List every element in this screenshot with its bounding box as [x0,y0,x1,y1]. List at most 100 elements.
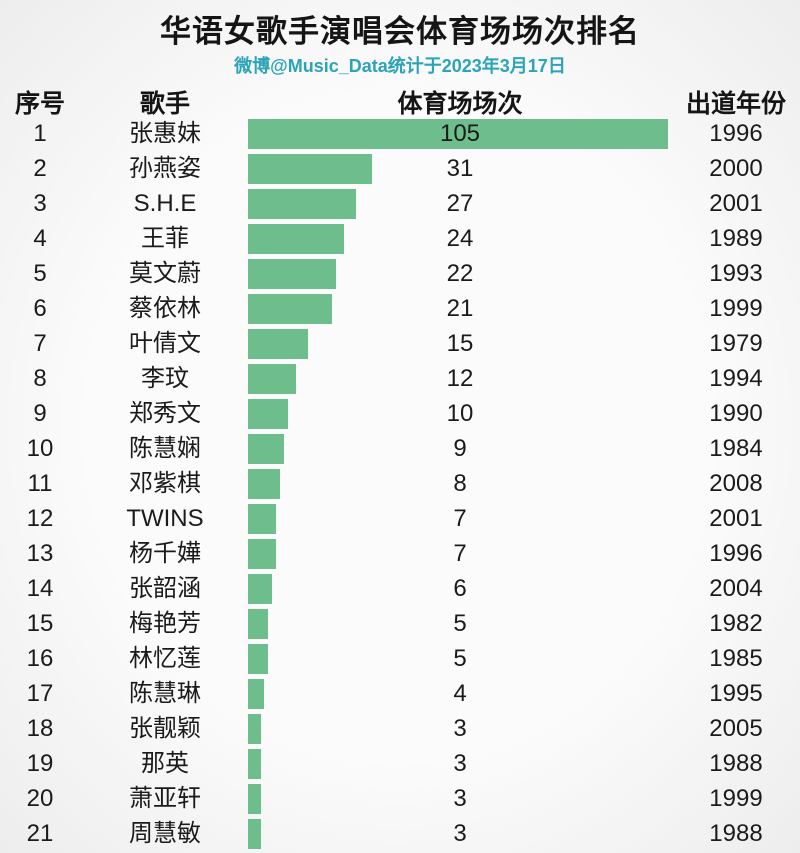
table-row: 16 林忆莲 5 1985 [0,642,800,677]
row-singer-name: 王菲 [141,225,189,252]
row-count-value: 3 [453,750,467,777]
table-row: 3 S.H.E 27 2001 [0,187,800,222]
header-rank: 序号 [14,90,65,118]
row-rank: 1 [33,120,47,147]
row-singer-name: 陈慧琳 [129,680,201,707]
row-count-value: 15 [446,330,474,357]
row-count-value: 3 [453,715,467,742]
row-rank: 3 [33,190,47,217]
row-rank: 20 [26,785,54,812]
row-debut-year: 1995 [709,680,763,707]
row-count-value: 21 [446,295,474,322]
row-count-value: 24 [446,225,474,252]
row-debut-year: 1985 [709,645,763,672]
row-rank: 13 [26,540,54,567]
table-row: 14 张韶涵 6 2004 [0,572,800,607]
table-row: 4 王菲 24 1989 [0,222,800,257]
table-row: 20 萧亚轩 3 1999 [0,782,800,817]
row-debut-year: 2001 [709,505,763,532]
count-bar [248,504,276,534]
row-singer-name: 林忆莲 [129,645,201,672]
source-subtitle: 微博@Music_Data统计于2023年3月17日 [234,56,566,76]
chart-rows: 1 张惠妹 105 1996 2 孙燕姿 31 2000 3 S.H.E 27 2001 4 王菲 24 19… [0,117,800,852]
row-singer-name: 郑秀文 [129,400,201,427]
row-debut-year: 1984 [709,435,763,462]
count-bar [248,679,264,709]
row-debut-year: 1993 [709,260,763,287]
count-bar [248,539,276,569]
row-singer-name: 张惠妹 [129,120,201,147]
row-singer-name: 那英 [141,750,189,777]
row-singer-name: TWINS [126,505,204,532]
row-debut-year: 1979 [709,330,763,357]
count-bar [248,399,288,429]
table-row: 2 孙燕姿 31 2000 [0,152,800,187]
row-singer-name: 杨千嬅 [129,540,201,567]
row-rank: 6 [33,295,47,322]
row-rank: 4 [33,225,47,252]
count-bar [248,189,356,219]
count-bar [248,749,261,779]
table-row: 21 周慧敏 3 1988 [0,817,800,852]
count-bar [248,119,668,149]
row-rank: 7 [33,330,47,357]
row-count-value: 10 [446,400,474,427]
count-bar [248,644,268,674]
row-count-value: 22 [446,260,474,287]
header-count: 体育场场次 [397,90,523,118]
row-count-value: 105 [439,120,481,147]
row-singer-name: 孙燕姿 [129,155,201,182]
row-rank: 5 [33,260,47,287]
row-rank: 10 [26,435,54,462]
row-debut-year: 1982 [709,610,763,637]
count-bar [248,294,332,324]
row-rank: 21 [26,820,54,847]
count-bar [248,154,372,184]
count-bar [248,714,261,744]
row-count-value: 4 [453,680,467,707]
table-row: 5 莫文蔚 22 1993 [0,257,800,292]
header-singer: 歌手 [139,90,190,118]
row-count-value: 5 [453,610,467,637]
count-bar [248,609,268,639]
row-debut-year: 1999 [709,785,763,812]
row-singer-name: 张韶涵 [129,575,201,602]
row-rank: 18 [26,715,54,742]
row-count-value: 8 [453,470,467,497]
row-count-value: 3 [453,785,467,812]
row-count-value: 9 [453,435,467,462]
table-row: 18 张靓颖 3 2005 [0,712,800,747]
count-bar [248,434,284,464]
row-rank: 2 [33,155,47,182]
row-count-value: 31 [446,155,474,182]
table-row: 19 那英 3 1988 [0,747,800,782]
row-debut-year: 1996 [709,540,763,567]
row-debut-year: 1999 [709,295,763,322]
row-singer-name: 萧亚轩 [129,785,201,812]
count-bar [248,784,261,814]
row-count-value: 7 [453,505,467,532]
row-rank: 19 [26,750,54,777]
row-singer-name: 莫文蔚 [129,260,201,287]
row-count-value: 7 [453,540,467,567]
count-bar [248,329,308,359]
table-header: 序号 歌手 体育场场次 出道年份 [0,84,800,118]
row-singer-name: 蔡依林 [129,295,201,322]
row-singer-name: 陈慧娴 [129,435,201,462]
table-row: 17 陈慧琳 4 1995 [0,677,800,712]
row-debut-year: 1988 [709,750,763,777]
row-singer-name: 邓紫棋 [129,470,201,497]
row-debut-year: 1990 [709,400,763,427]
row-debut-year: 1988 [709,820,763,847]
row-singer-name: 李玟 [141,365,189,392]
count-bar [248,224,344,254]
row-singer-name: S.H.E [133,190,197,217]
row-rank: 17 [26,680,54,707]
count-bar [248,469,280,499]
row-count-value: 27 [446,190,474,217]
count-bar [248,819,261,849]
table-row: 13 杨千嬅 7 1996 [0,537,800,572]
row-debut-year: 1994 [709,365,763,392]
row-count-value: 12 [446,365,474,392]
table-row: 15 梅艳芳 5 1982 [0,607,800,642]
